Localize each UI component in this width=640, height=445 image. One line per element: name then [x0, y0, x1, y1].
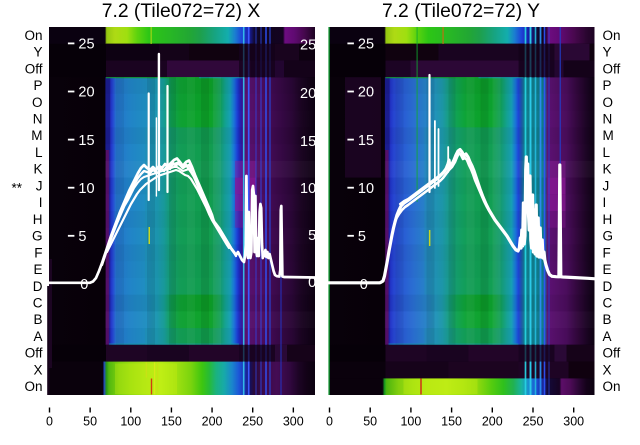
- svg-text:25: 25: [78, 37, 94, 53]
- svg-text:P: P: [603, 78, 612, 93]
- svg-text:50: 50: [83, 415, 97, 429]
- svg-text:N: N: [33, 112, 43, 127]
- svg-text:J: J: [603, 178, 610, 193]
- svg-text:0: 0: [360, 277, 368, 293]
- svg-text:C: C: [33, 296, 43, 311]
- svg-text:M: M: [603, 128, 614, 143]
- svg-text:20: 20: [78, 85, 94, 101]
- svg-text:150: 150: [441, 415, 462, 429]
- svg-text:7.2 (Tile072=72) X: 7.2 (Tile072=72) X: [102, 1, 261, 22]
- svg-text:O: O: [603, 95, 614, 110]
- svg-text:D: D: [33, 279, 43, 294]
- svg-text:0: 0: [80, 277, 88, 293]
- svg-text:F: F: [34, 245, 42, 260]
- svg-text:10: 10: [78, 181, 94, 197]
- svg-text:P: P: [33, 78, 42, 93]
- svg-text:200: 200: [202, 415, 223, 429]
- svg-text:C: C: [603, 296, 613, 311]
- svg-text:I: I: [603, 195, 607, 210]
- svg-text:On: On: [603, 28, 621, 43]
- svg-text:E: E: [603, 262, 612, 277]
- svg-text:F: F: [603, 245, 611, 260]
- svg-text:X: X: [603, 362, 612, 377]
- svg-text:J: J: [36, 178, 43, 193]
- svg-text:L: L: [35, 145, 43, 160]
- svg-text:Off: Off: [25, 61, 43, 76]
- svg-text:D: D: [603, 279, 613, 294]
- svg-text:10: 10: [300, 181, 316, 197]
- svg-text:Off: Off: [25, 346, 43, 361]
- svg-text:0: 0: [308, 275, 316, 291]
- svg-text:300: 300: [283, 415, 304, 429]
- svg-text:M: M: [31, 128, 42, 143]
- svg-text:E: E: [33, 262, 42, 277]
- svg-text:Off: Off: [603, 61, 621, 76]
- svg-text:K: K: [33, 162, 42, 177]
- svg-text:100: 100: [400, 415, 421, 429]
- svg-text:A: A: [33, 329, 42, 344]
- svg-text:A: A: [603, 329, 612, 344]
- svg-text:**: **: [11, 180, 22, 195]
- svg-text:5: 5: [78, 229, 86, 245]
- svg-text:15: 15: [78, 133, 94, 149]
- svg-text:5: 5: [308, 228, 316, 244]
- svg-text:G: G: [603, 229, 614, 244]
- svg-text:Off: Off: [603, 346, 621, 361]
- svg-text:15: 15: [358, 133, 374, 149]
- svg-text:K: K: [603, 162, 612, 177]
- svg-text:B: B: [603, 312, 612, 327]
- svg-text:0: 0: [46, 415, 53, 429]
- svg-text:Y: Y: [33, 45, 42, 60]
- svg-text:0: 0: [326, 415, 333, 429]
- svg-text:300: 300: [563, 415, 584, 429]
- svg-text:150: 150: [161, 415, 182, 429]
- svg-text:250: 250: [523, 415, 544, 429]
- svg-text:20: 20: [300, 86, 316, 102]
- svg-text:On: On: [24, 28, 42, 43]
- svg-text:N: N: [603, 112, 613, 127]
- svg-text:H: H: [603, 212, 613, 227]
- svg-text:20: 20: [358, 85, 374, 101]
- svg-text:X: X: [33, 362, 42, 377]
- svg-text:200: 200: [482, 415, 503, 429]
- svg-text:L: L: [603, 145, 611, 160]
- svg-text:25: 25: [300, 38, 316, 54]
- svg-text:O: O: [32, 95, 43, 110]
- svg-text:G: G: [32, 229, 43, 244]
- svg-text:15: 15: [300, 134, 316, 150]
- svg-text:I: I: [39, 195, 43, 210]
- svg-text:25: 25: [358, 37, 374, 53]
- svg-text:100: 100: [120, 415, 141, 429]
- svg-text:10: 10: [358, 181, 374, 197]
- svg-text:Y: Y: [603, 45, 612, 60]
- svg-text:5: 5: [358, 229, 366, 245]
- svg-text:7.2 (Tile072=72) Y: 7.2 (Tile072=72) Y: [382, 1, 540, 22]
- svg-text:H: H: [33, 212, 43, 227]
- svg-text:250: 250: [242, 415, 263, 429]
- svg-text:50: 50: [363, 415, 377, 429]
- svg-text:On: On: [603, 379, 621, 394]
- svg-text:B: B: [33, 312, 42, 327]
- svg-text:On: On: [24, 379, 42, 394]
